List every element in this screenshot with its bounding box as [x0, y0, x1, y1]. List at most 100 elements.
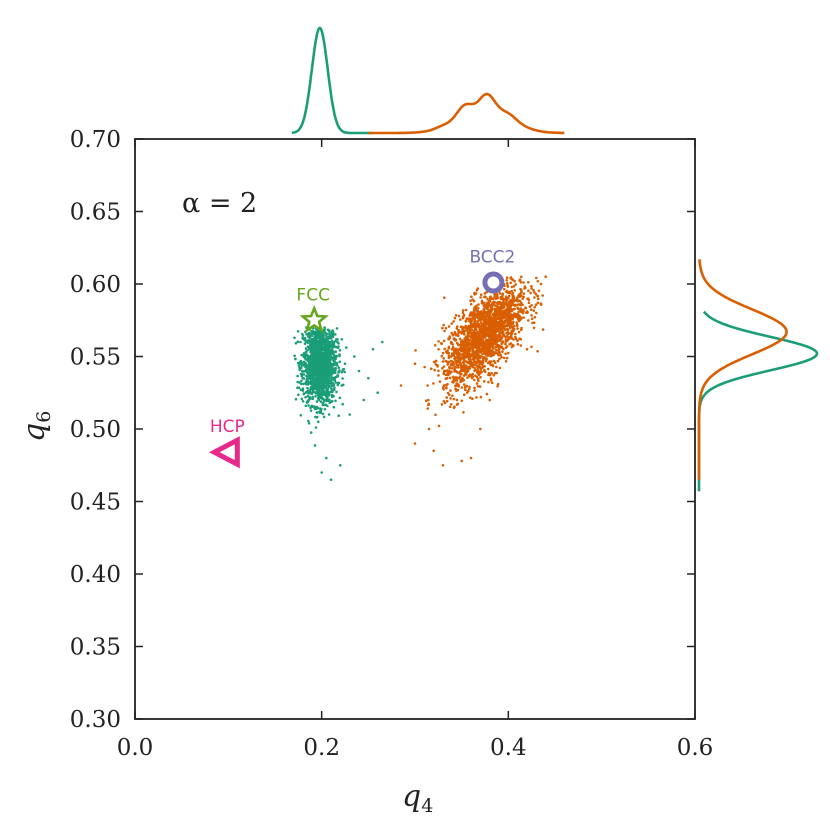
data-point-series-2	[508, 332, 512, 335]
data-point-series-1	[321, 402, 325, 405]
data-point-series-2	[465, 364, 468, 368]
data-point-series-1	[337, 414, 341, 418]
data-point-series-2	[487, 371, 491, 375]
data-point-series-2	[535, 311, 538, 315]
data-point-series-1	[310, 404, 314, 408]
data-point-series-2	[444, 326, 448, 330]
bcc2-marker	[482, 271, 505, 294]
data-point-series-2	[473, 292, 477, 296]
data-point-series-2	[437, 424, 441, 428]
data-point-series-2	[482, 310, 486, 314]
data-point-series-1	[307, 422, 311, 425]
data-point-series-1	[317, 368, 321, 372]
data-point-series-1	[324, 352, 327, 356]
data-point-series-1	[329, 478, 333, 482]
data-point-series-2	[454, 366, 457, 369]
data-point-series-1	[314, 415, 317, 419]
data-point-series-2	[536, 294, 539, 298]
data-point-series-2	[541, 328, 545, 331]
data-point-series-2	[468, 339, 472, 342]
data-point-series-2	[513, 304, 517, 308]
data-point-series-1	[328, 329, 331, 332]
data-point-series-2	[464, 385, 468, 388]
data-point-series-1	[299, 414, 303, 417]
data-point-series-2	[454, 334, 458, 337]
data-point-series-1	[324, 349, 328, 353]
data-point-series-1	[296, 340, 300, 344]
data-point-series-1	[331, 390, 334, 394]
data-point-series-1	[316, 344, 320, 348]
data-point-series-1	[308, 367, 312, 370]
data-point-series-2	[484, 325, 487, 328]
data-point-series-2	[473, 369, 476, 373]
data-point-series-2	[469, 344, 473, 348]
data-point-series-1	[338, 354, 341, 358]
data-point-series-1	[333, 359, 336, 362]
data-point-series-2	[492, 339, 496, 343]
data-point-series-1	[307, 361, 311, 364]
data-point-series-2	[451, 352, 454, 355]
data-point-series-2	[469, 302, 473, 306]
data-point-series-2	[472, 315, 476, 318]
data-point-series-1	[321, 412, 325, 416]
data-point-series-2	[510, 345, 514, 349]
data-point-series-2	[489, 315, 492, 318]
data-point-series-2	[522, 292, 526, 296]
data-point-series-2	[456, 351, 459, 354]
data-point-series-1	[301, 387, 305, 390]
data-point-series-2	[438, 380, 442, 383]
data-point-series-1	[293, 354, 296, 358]
data-point-series-1	[353, 355, 356, 358]
data-point-series-1	[304, 358, 308, 361]
data-point-series-1	[304, 404, 308, 408]
data-point-series-2	[521, 303, 524, 307]
data-point-series-2	[450, 322, 454, 325]
data-point-series-1	[318, 341, 322, 345]
data-point-series-2	[463, 367, 467, 370]
data-point-series-2	[426, 384, 429, 387]
data-point-series-2	[524, 306, 528, 310]
data-point-series-1	[302, 382, 305, 386]
data-point-series-2	[517, 310, 520, 314]
data-point-series-2	[473, 308, 476, 311]
data-point-series-1	[330, 395, 334, 399]
data-point-series-1	[329, 355, 333, 359]
data-point-series-1	[323, 393, 326, 396]
data-point-series-1	[337, 345, 340, 348]
data-point-series-2	[488, 300, 492, 303]
data-point-series-2	[413, 362, 417, 366]
data-point-series-2	[486, 329, 489, 332]
data-point-series-1	[340, 338, 344, 341]
data-point-series-2	[491, 322, 495, 325]
data-point-series-1	[309, 343, 312, 346]
data-point-series-2	[432, 382, 435, 385]
data-point-series-1	[303, 353, 306, 356]
data-point-series-2	[520, 290, 523, 294]
data-point-series-1	[308, 345, 311, 349]
data-point-series-2	[527, 301, 531, 305]
data-point-series-2	[463, 388, 467, 391]
data-point-series-2	[442, 388, 445, 391]
data-point-series-1	[319, 383, 322, 387]
data-point-series-2	[470, 361, 473, 365]
data-point-series-1	[304, 396, 307, 399]
data-point-series-2	[502, 313, 506, 316]
data-point-series-1	[317, 332, 321, 336]
data-point-series-2	[465, 317, 469, 320]
data-point-series-2	[451, 394, 454, 398]
data-point-series-2	[466, 376, 469, 379]
data-point-series-2	[508, 343, 511, 346]
data-point-series-2	[485, 318, 488, 322]
data-point-series-2	[458, 337, 462, 341]
data-point-series-1	[334, 345, 338, 349]
data-point-series-2	[461, 364, 465, 368]
data-point-series-1	[319, 409, 323, 413]
data-point-series-1	[298, 366, 301, 369]
data-point-series-2	[537, 297, 540, 301]
data-point-series-2	[457, 314, 461, 318]
data-point-series-2	[499, 311, 503, 314]
data-point-series-1	[333, 386, 336, 389]
data-point-series-1	[335, 337, 338, 341]
data-point-series-1	[330, 387, 333, 390]
data-point-series-2	[495, 337, 499, 340]
